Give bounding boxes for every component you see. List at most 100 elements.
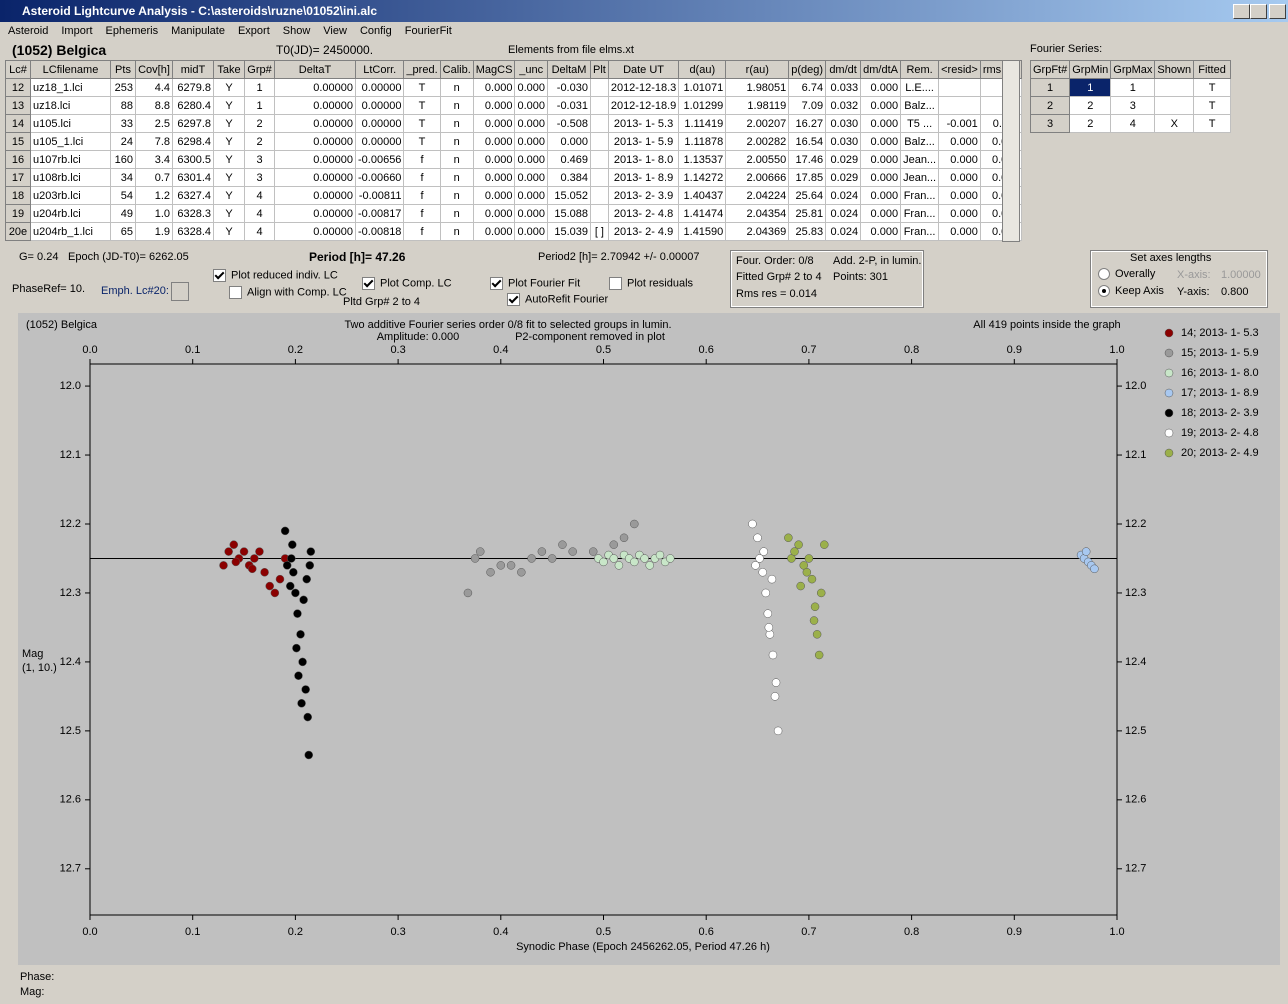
cell[interactable]: 1.11878 xyxy=(678,132,727,151)
cell[interactable]: 2.00550 xyxy=(725,150,790,169)
cell[interactable]: 2.04354 xyxy=(725,204,790,223)
column-header[interactable]: GrpMax xyxy=(1110,60,1156,79)
cell[interactable]: n xyxy=(439,222,474,241)
cell[interactable]: 0.00000 xyxy=(274,168,356,187)
cell[interactable]: 2013- 1- 5.9 xyxy=(607,132,680,151)
cell[interactable]: n xyxy=(439,114,474,133)
cell[interactable]: 17.46 xyxy=(788,150,827,169)
cell[interactable]: 1.40437 xyxy=(678,186,727,205)
cell[interactable]: 0.00000 xyxy=(274,96,356,115)
cell[interactable]: 25.64 xyxy=(788,186,827,205)
cell[interactable]: 0.000 xyxy=(514,132,548,151)
column-header[interactable]: GrpMin xyxy=(1069,60,1112,79)
column-header[interactable]: Lc# xyxy=(5,60,31,79)
cell[interactable] xyxy=(589,168,609,187)
radio-dot[interactable] xyxy=(1098,285,1110,298)
menu-item[interactable]: Manipulate xyxy=(171,25,225,37)
column-header[interactable]: dm/dtA xyxy=(860,60,902,79)
cell[interactable]: Y xyxy=(213,204,245,223)
cell[interactable]: 0.032 xyxy=(825,96,862,115)
cell[interactable]: 54 xyxy=(110,186,136,205)
cell[interactable]: 0.030 xyxy=(825,114,862,133)
cell[interactable]: 0.00000 xyxy=(274,132,356,151)
cell[interactable]: 2 xyxy=(1069,114,1112,133)
cell[interactable] xyxy=(1154,96,1195,115)
cell[interactable]: Y xyxy=(213,150,245,169)
cell[interactable]: 0.000 xyxy=(860,222,902,241)
cell[interactable]: f xyxy=(403,222,441,241)
cell[interactable]: T xyxy=(1193,114,1232,133)
cell[interactable]: 6300.5 xyxy=(172,150,214,169)
cell[interactable]: Jean... xyxy=(900,168,940,187)
cell[interactable]: 24 xyxy=(110,132,136,151)
cell[interactable]: n xyxy=(439,186,474,205)
row-header[interactable]: 14 xyxy=(5,114,31,133)
cell[interactable] xyxy=(589,114,609,133)
cell[interactable]: -0.00656 xyxy=(354,150,405,169)
cell[interactable]: u203rb.lci xyxy=(30,186,111,205)
cell[interactable]: Fran... xyxy=(900,204,940,223)
column-header[interactable]: <resid> xyxy=(938,60,981,79)
cell[interactable]: Jean... xyxy=(900,150,940,169)
menu-item[interactable]: Config xyxy=(359,25,392,37)
column-header[interactable]: midT xyxy=(172,60,214,79)
cell[interactable]: 6328.4 xyxy=(172,222,214,241)
cell[interactable]: u107rb.lci xyxy=(30,150,111,169)
cell[interactable]: 7.09 xyxy=(788,96,827,115)
menu-item[interactable]: FourierFit xyxy=(404,25,452,37)
cell[interactable]: 2 xyxy=(244,114,275,133)
cell[interactable]: 1.98119 xyxy=(725,96,790,115)
cell[interactable]: 0.00000 xyxy=(274,222,356,241)
cell[interactable]: 0.000 xyxy=(860,96,902,115)
cell[interactable] xyxy=(938,78,981,97)
cell[interactable]: 0.00000 xyxy=(274,114,356,133)
cell[interactable]: [ ] xyxy=(589,222,609,241)
cell[interactable]: n xyxy=(439,150,474,169)
cell[interactable]: 0.024 xyxy=(825,222,862,241)
column-header[interactable]: DeltaM xyxy=(546,60,591,79)
cell[interactable]: 2013- 1- 8.9 xyxy=(607,168,680,187)
cell[interactable]: -0.00811 xyxy=(354,186,405,205)
check-box[interactable] xyxy=(213,269,226,282)
cell[interactable]: 0.384 xyxy=(546,168,591,187)
cell[interactable]: 4 xyxy=(244,204,275,223)
column-header[interactable]: Pts xyxy=(110,60,136,79)
cell[interactable]: 0.000 xyxy=(860,78,902,97)
cell[interactable] xyxy=(589,204,609,223)
cell[interactable]: 1 xyxy=(1110,78,1156,97)
cell[interactable]: Y xyxy=(213,132,245,151)
cell[interactable]: 1.11419 xyxy=(678,114,727,133)
check-box[interactable] xyxy=(362,277,375,290)
radio-dot[interactable] xyxy=(1098,268,1110,281)
row-header[interactable]: 1 xyxy=(1029,78,1071,97)
cell[interactable]: u204rb_1.lci xyxy=(30,222,111,241)
row-header[interactable]: 17 xyxy=(5,168,31,187)
cell[interactable]: -0.00817 xyxy=(354,204,405,223)
spin-button[interactable] xyxy=(171,282,189,301)
column-header[interactable]: Calib. xyxy=(439,60,474,79)
cell[interactable]: 2013- 2- 3.9 xyxy=(607,186,680,205)
cell[interactable]: 15.088 xyxy=(546,204,591,223)
row-header[interactable]: 19 xyxy=(5,204,31,223)
cell[interactable]: u105.lci xyxy=(30,114,111,133)
cell[interactable]: 4 xyxy=(1110,114,1156,133)
cell[interactable]: 6327.4 xyxy=(172,186,214,205)
row-header[interactable]: 2 xyxy=(1029,96,1071,115)
radio[interactable]: Keep Axis xyxy=(1098,285,1164,298)
cell[interactable]: 2012-12-18.9 xyxy=(607,96,680,115)
cell[interactable]: 3 xyxy=(244,168,275,187)
cell[interactable]: 0.000 xyxy=(514,222,548,241)
cell[interactable]: 0.00000 xyxy=(354,96,405,115)
column-header[interactable]: Rem. xyxy=(900,60,940,79)
cell[interactable]: 0.7 xyxy=(135,168,173,187)
cell[interactable]: 65 xyxy=(110,222,136,241)
scrollbar[interactable] xyxy=(1002,60,1020,242)
check-box[interactable] xyxy=(490,277,503,290)
cell[interactable]: 15.039 xyxy=(546,222,591,241)
radio[interactable]: Overally xyxy=(1098,268,1155,281)
cell[interactable]: 0.000 xyxy=(514,150,548,169)
row-header[interactable]: 20e xyxy=(5,222,31,241)
cell[interactable]: 0.029 xyxy=(825,168,862,187)
cell[interactable]: 0.000 xyxy=(938,204,981,223)
cell[interactable]: -0.508 xyxy=(546,114,591,133)
